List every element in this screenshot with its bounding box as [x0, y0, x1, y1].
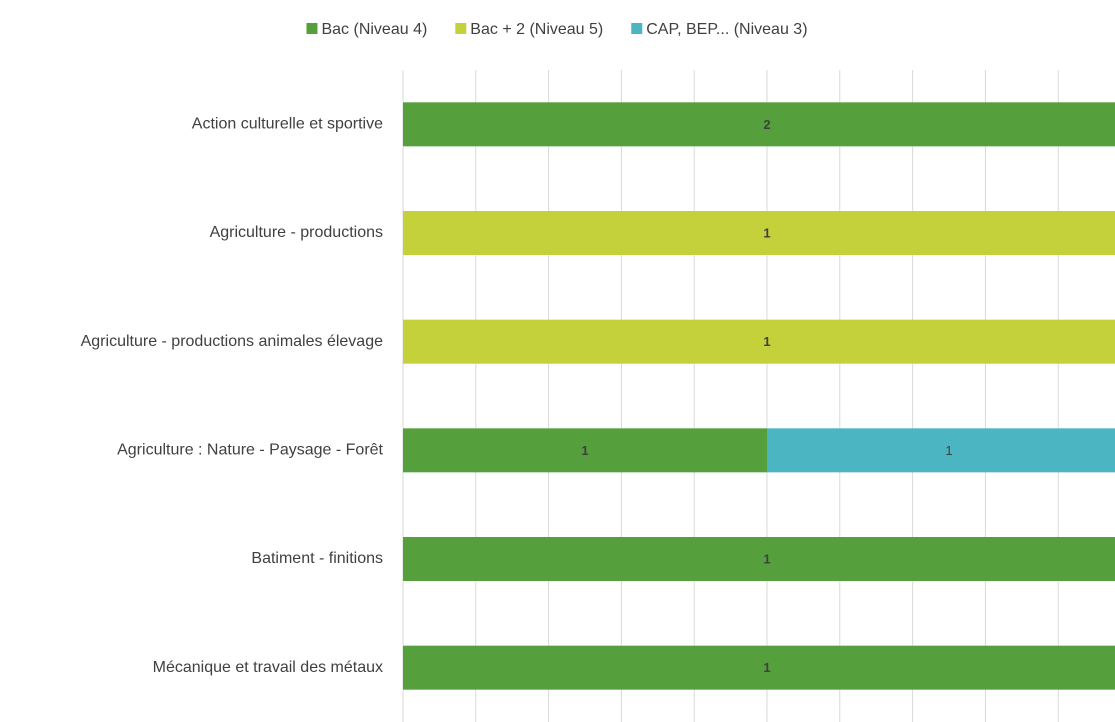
bar-segment — [767, 428, 1115, 473]
legend-label: Bac + 2 (Niveau 5) — [470, 21, 603, 38]
legend-swatch — [631, 23, 643, 34]
data-label: 1 — [763, 225, 770, 240]
bar-segment — [403, 211, 1115, 255]
data-label: 2 — [763, 117, 770, 132]
bar-segment — [403, 428, 767, 473]
legend-swatch — [455, 23, 467, 34]
legend-label: Bac (Niveau 4) — [321, 21, 427, 38]
data-label: 1 — [581, 443, 588, 458]
legend-swatch — [306, 23, 318, 34]
bar-segment — [403, 102, 1115, 147]
bar-segment — [403, 319, 1115, 364]
data-label: 1 — [763, 660, 770, 675]
y-tick-label: Action culturelle et sportive — [192, 116, 383, 133]
data-label: 1 — [763, 334, 770, 349]
y-tick-label: Agriculture - productions — [210, 224, 383, 241]
y-tick-label: Mécanique et travail des métaux — [153, 659, 383, 676]
bar-segment — [403, 645, 1115, 690]
y-tick-label: Batiment - finitions — [251, 550, 383, 567]
data-label: 1 — [945, 443, 952, 458]
data-label: 1 — [763, 551, 770, 566]
bar-segment — [403, 537, 1115, 581]
legend-label: CAP, BEP... (Niveau 3) — [646, 21, 807, 38]
y-tick-label: Agriculture - productions animales éleva… — [81, 333, 383, 350]
y-tick-label: Agriculture : Nature - Paysage - Forêt — [117, 442, 383, 459]
